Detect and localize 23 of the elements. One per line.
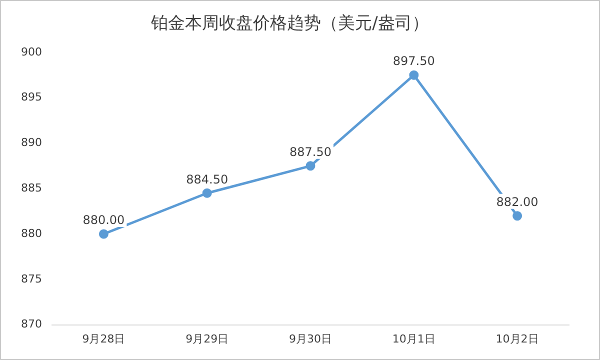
- data-label: 887.50: [290, 145, 332, 160]
- data-label: 882.00: [496, 194, 538, 209]
- y-tick-label: 880: [20, 226, 42, 240]
- point: [409, 70, 419, 80]
- data-label: 897.50: [392, 54, 435, 68]
- point: [512, 211, 522, 221]
- y-tick-label: 875: [20, 272, 42, 286]
- x-tick-label: 9月28日: [82, 332, 126, 346]
- y-tick-label: 870: [20, 318, 42, 331]
- point: [202, 188, 212, 198]
- point: [98, 229, 108, 239]
- data-label: 880.00: [82, 213, 125, 228]
- x-tick-label: 9月29日: [186, 332, 229, 346]
- point: [306, 161, 316, 171]
- y-tick-label: 890: [20, 136, 42, 150]
- chart-title: 铂金本周收盘价格趋势（美元/盎司）: [150, 14, 429, 34]
- x-tick-label: 9月30日: [289, 332, 332, 346]
- data-label: 884.50: [186, 172, 228, 186]
- y-tick-label: 900: [20, 45, 42, 58]
- x-tick-label: 10月2日: [496, 332, 539, 346]
- y-tick-label: 885: [20, 181, 42, 194]
- y-tick-label: 895: [20, 90, 42, 104]
- x-tick-label: 10月1日: [392, 332, 436, 346]
